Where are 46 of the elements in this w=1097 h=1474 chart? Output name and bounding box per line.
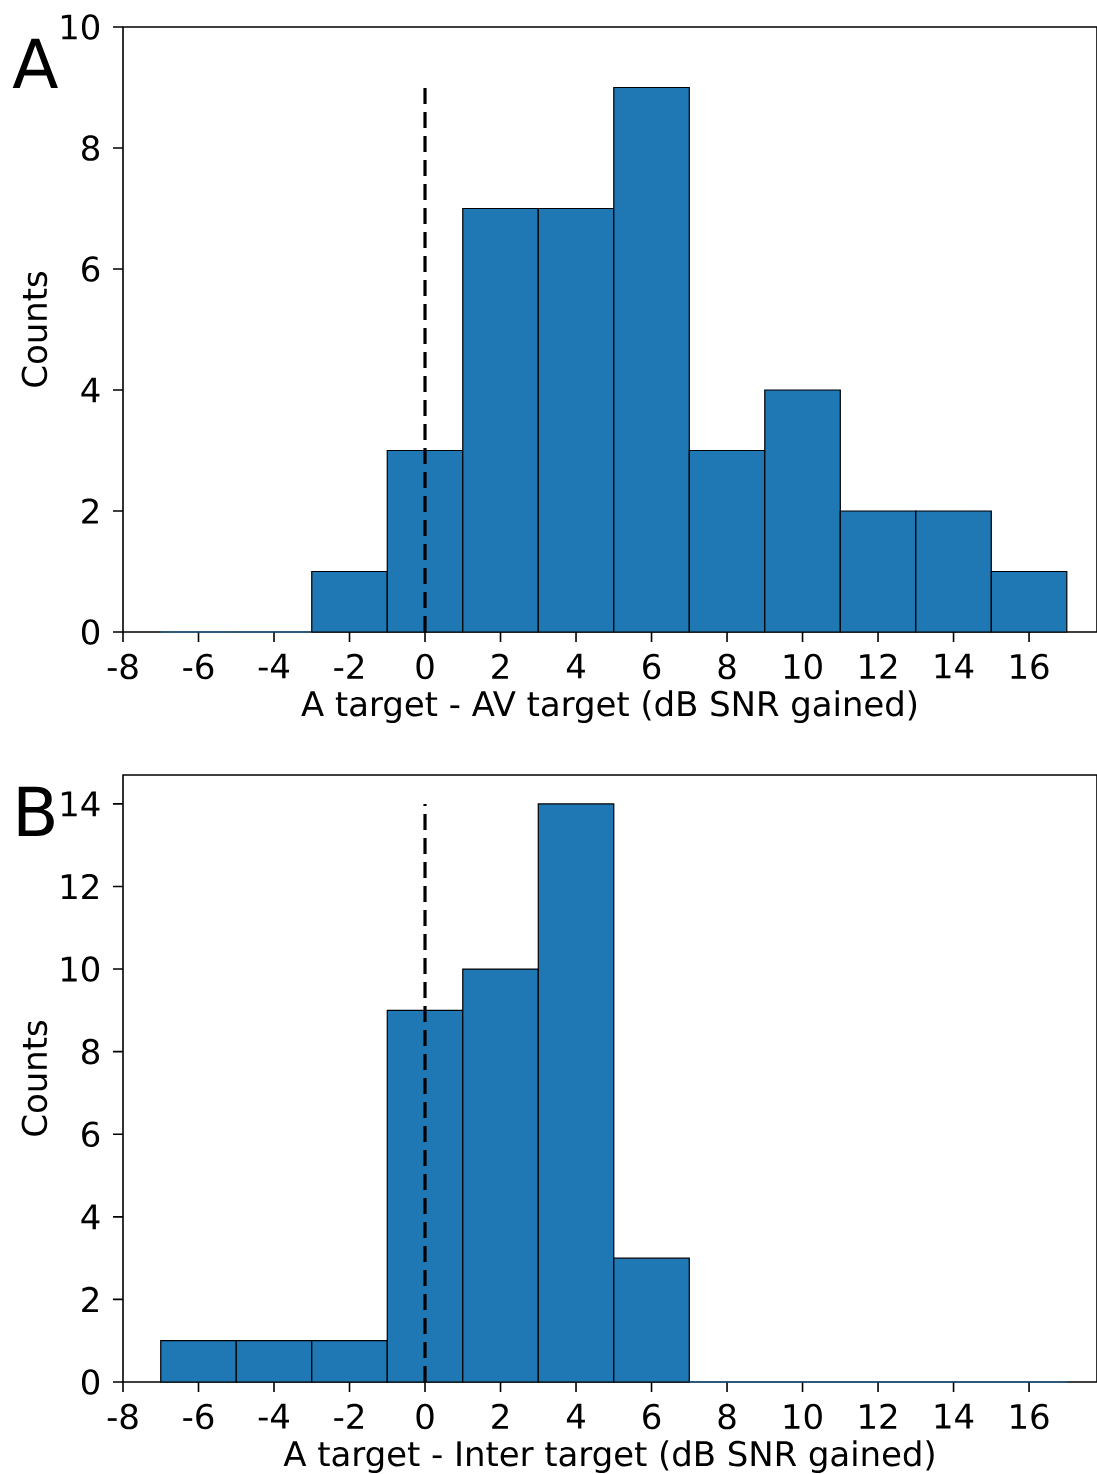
x-tick-label: 6 bbox=[643, 653, 661, 680]
y-tick-label: 0 bbox=[81, 619, 100, 645]
x-tick-label: 16 bbox=[1011, 1403, 1049, 1430]
x-tick-label: -8 bbox=[107, 653, 138, 680]
x-tick-label: 10 bbox=[784, 1403, 822, 1430]
y-tick-label: 2 bbox=[82, 498, 98, 524]
y-tick-label: 14 bbox=[61, 791, 100, 817]
x-tick-label: -6 bbox=[183, 653, 214, 680]
x-tick-label: 0 bbox=[416, 653, 434, 680]
y-tick-label: 10 bbox=[61, 956, 100, 982]
y-tick-label: 10 bbox=[61, 14, 100, 40]
x-tick-label: 2 bbox=[492, 1403, 508, 1429]
x-tick-label: 2 bbox=[492, 653, 508, 679]
y-tick-label: 4 bbox=[81, 1204, 100, 1230]
x-axis-title: A target - AV target (dB SNR gained) bbox=[301, 690, 917, 724]
y-tick-label: 8 bbox=[82, 135, 100, 161]
x-tick-label: 4 bbox=[566, 653, 585, 679]
x-tick-label: 16 bbox=[1011, 653, 1049, 680]
x-tick-label: 4 bbox=[566, 1403, 585, 1429]
x-tick-label: 14 bbox=[935, 653, 974, 679]
y-tick-label: 6 bbox=[82, 256, 100, 282]
text: A bbox=[12, 38, 58, 89]
x-tick-label: 10 bbox=[784, 653, 822, 680]
x-tick-label: -4 bbox=[258, 653, 290, 679]
x-tick-label: -8 bbox=[107, 1403, 138, 1430]
x-tick-label: 12 bbox=[860, 653, 897, 679]
y-tick-label: 4 bbox=[81, 377, 100, 403]
x-tick-label: 8 bbox=[718, 1403, 736, 1430]
text: B bbox=[18, 786, 54, 837]
x-tick-label: -2 bbox=[334, 653, 364, 679]
y-tick-label: 6 bbox=[82, 1121, 100, 1148]
x-tick-label: -6 bbox=[183, 1403, 214, 1430]
x-tick-label: 8 bbox=[718, 653, 736, 680]
x-tick-label: 12 bbox=[860, 1403, 897, 1429]
x-tick-label: 0 bbox=[416, 1403, 434, 1430]
y-axis-title: Counts bbox=[21, 272, 48, 387]
x-tick-label: -2 bbox=[334, 1403, 364, 1429]
y-tick-label: 12 bbox=[61, 873, 98, 900]
x-tick-label: 6 bbox=[643, 1403, 661, 1430]
y-tick-label: 8 bbox=[82, 1038, 100, 1065]
y-axis-title: Counts bbox=[21, 1021, 48, 1136]
y-tick-label: 2 bbox=[82, 1286, 98, 1312]
x-axis-title: A target - Inter target (dB SNR gained) bbox=[283, 1440, 934, 1474]
x-tick-label: -4 bbox=[258, 1403, 290, 1429]
x-tick-label: 14 bbox=[935, 1403, 974, 1429]
y-tick-label: 0 bbox=[81, 1369, 100, 1395]
